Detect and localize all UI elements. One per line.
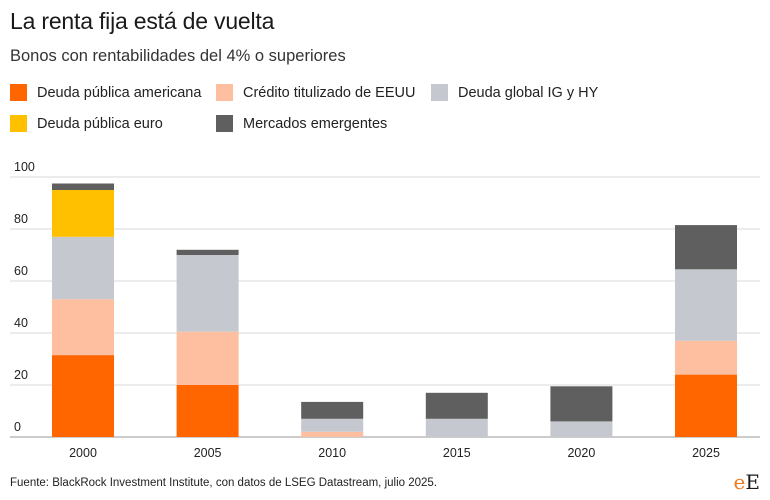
x-tick-label: 2010 bbox=[318, 446, 346, 460]
chart-title: La renta fija está de vuelta bbox=[10, 8, 275, 34]
bar-segment-2025 bbox=[675, 340, 737, 375]
legend-swatch bbox=[431, 84, 448, 101]
y-tick-label: 100 bbox=[14, 160, 35, 174]
bar-segment-2010 bbox=[301, 418, 364, 432]
legend-item-mercados-emergentes: Mercados emergentes bbox=[216, 115, 387, 132]
bar-segment-2025 bbox=[675, 269, 737, 341]
legend-swatch bbox=[216, 115, 233, 132]
bar-segment-2000 bbox=[52, 183, 114, 190]
stacked-bar-chart: 0 20 40 60 80 100 2000 2005 2010 2015 2020 2025 bbox=[10, 160, 760, 460]
y-tick-label: 20 bbox=[14, 368, 28, 382]
bar-segment-2005 bbox=[176, 249, 239, 255]
legend-item-deuda-publica-americana: Deuda pública americana bbox=[10, 84, 201, 101]
legend-label: Deuda pública euro bbox=[37, 115, 163, 132]
legend-swatch bbox=[216, 84, 233, 101]
legend-swatch bbox=[10, 84, 27, 101]
legend-item-deuda-publica-euro: Deuda pública euro bbox=[10, 115, 163, 132]
bar-segment-2005 bbox=[176, 255, 239, 332]
x-tick-label: 2020 bbox=[567, 446, 595, 460]
x-tick-label: 2005 bbox=[194, 446, 222, 460]
bar-segment-2010 bbox=[301, 401, 364, 419]
legend-label: Deuda pública americana bbox=[37, 84, 202, 101]
bar-segment-2015 bbox=[425, 392, 488, 419]
bar-segment-2005 bbox=[176, 331, 239, 385]
bar-segment-2015 bbox=[425, 418, 488, 437]
legend-label: Deuda global IG y HY bbox=[458, 84, 599, 101]
bar-segment-2000 bbox=[52, 190, 114, 237]
legend-item-deuda-global: Deuda global IG y HY bbox=[431, 84, 598, 101]
legend-item-credito-titulizado: Crédito titulizado de EEUU bbox=[216, 84, 415, 101]
bar-segment-2010 bbox=[301, 431, 364, 437]
x-tick-label: 2000 bbox=[69, 446, 97, 460]
brand-logo: eE bbox=[733, 470, 760, 494]
y-tick-label: 40 bbox=[14, 316, 28, 330]
bar-segment-2000 bbox=[52, 355, 114, 437]
bar-segment-2000 bbox=[52, 299, 114, 356]
chart-subtitle: Bonos con rentabilidades del 4% o superi… bbox=[10, 47, 346, 65]
legend-swatch bbox=[10, 115, 27, 132]
legend-label: Mercados emergentes bbox=[243, 115, 388, 132]
bar-segment-2000 bbox=[52, 236, 114, 300]
legend-label: Crédito titulizado de EEUU bbox=[243, 84, 416, 101]
bar-segment-2025 bbox=[675, 374, 737, 437]
x-tick-label: 2015 bbox=[443, 446, 471, 460]
bar-segment-2020 bbox=[550, 386, 613, 422]
bar-segment-2020 bbox=[550, 421, 613, 437]
x-tick-label: 2025 bbox=[692, 446, 720, 460]
y-tick-label: 0 bbox=[14, 420, 21, 434]
bar-segment-2025 bbox=[675, 225, 737, 270]
bar-segment-2005 bbox=[176, 385, 239, 437]
y-tick-label: 60 bbox=[14, 264, 28, 278]
source-note: Fuente: BlackRock Investment Institute, … bbox=[10, 477, 437, 489]
y-tick-label: 80 bbox=[14, 212, 28, 226]
